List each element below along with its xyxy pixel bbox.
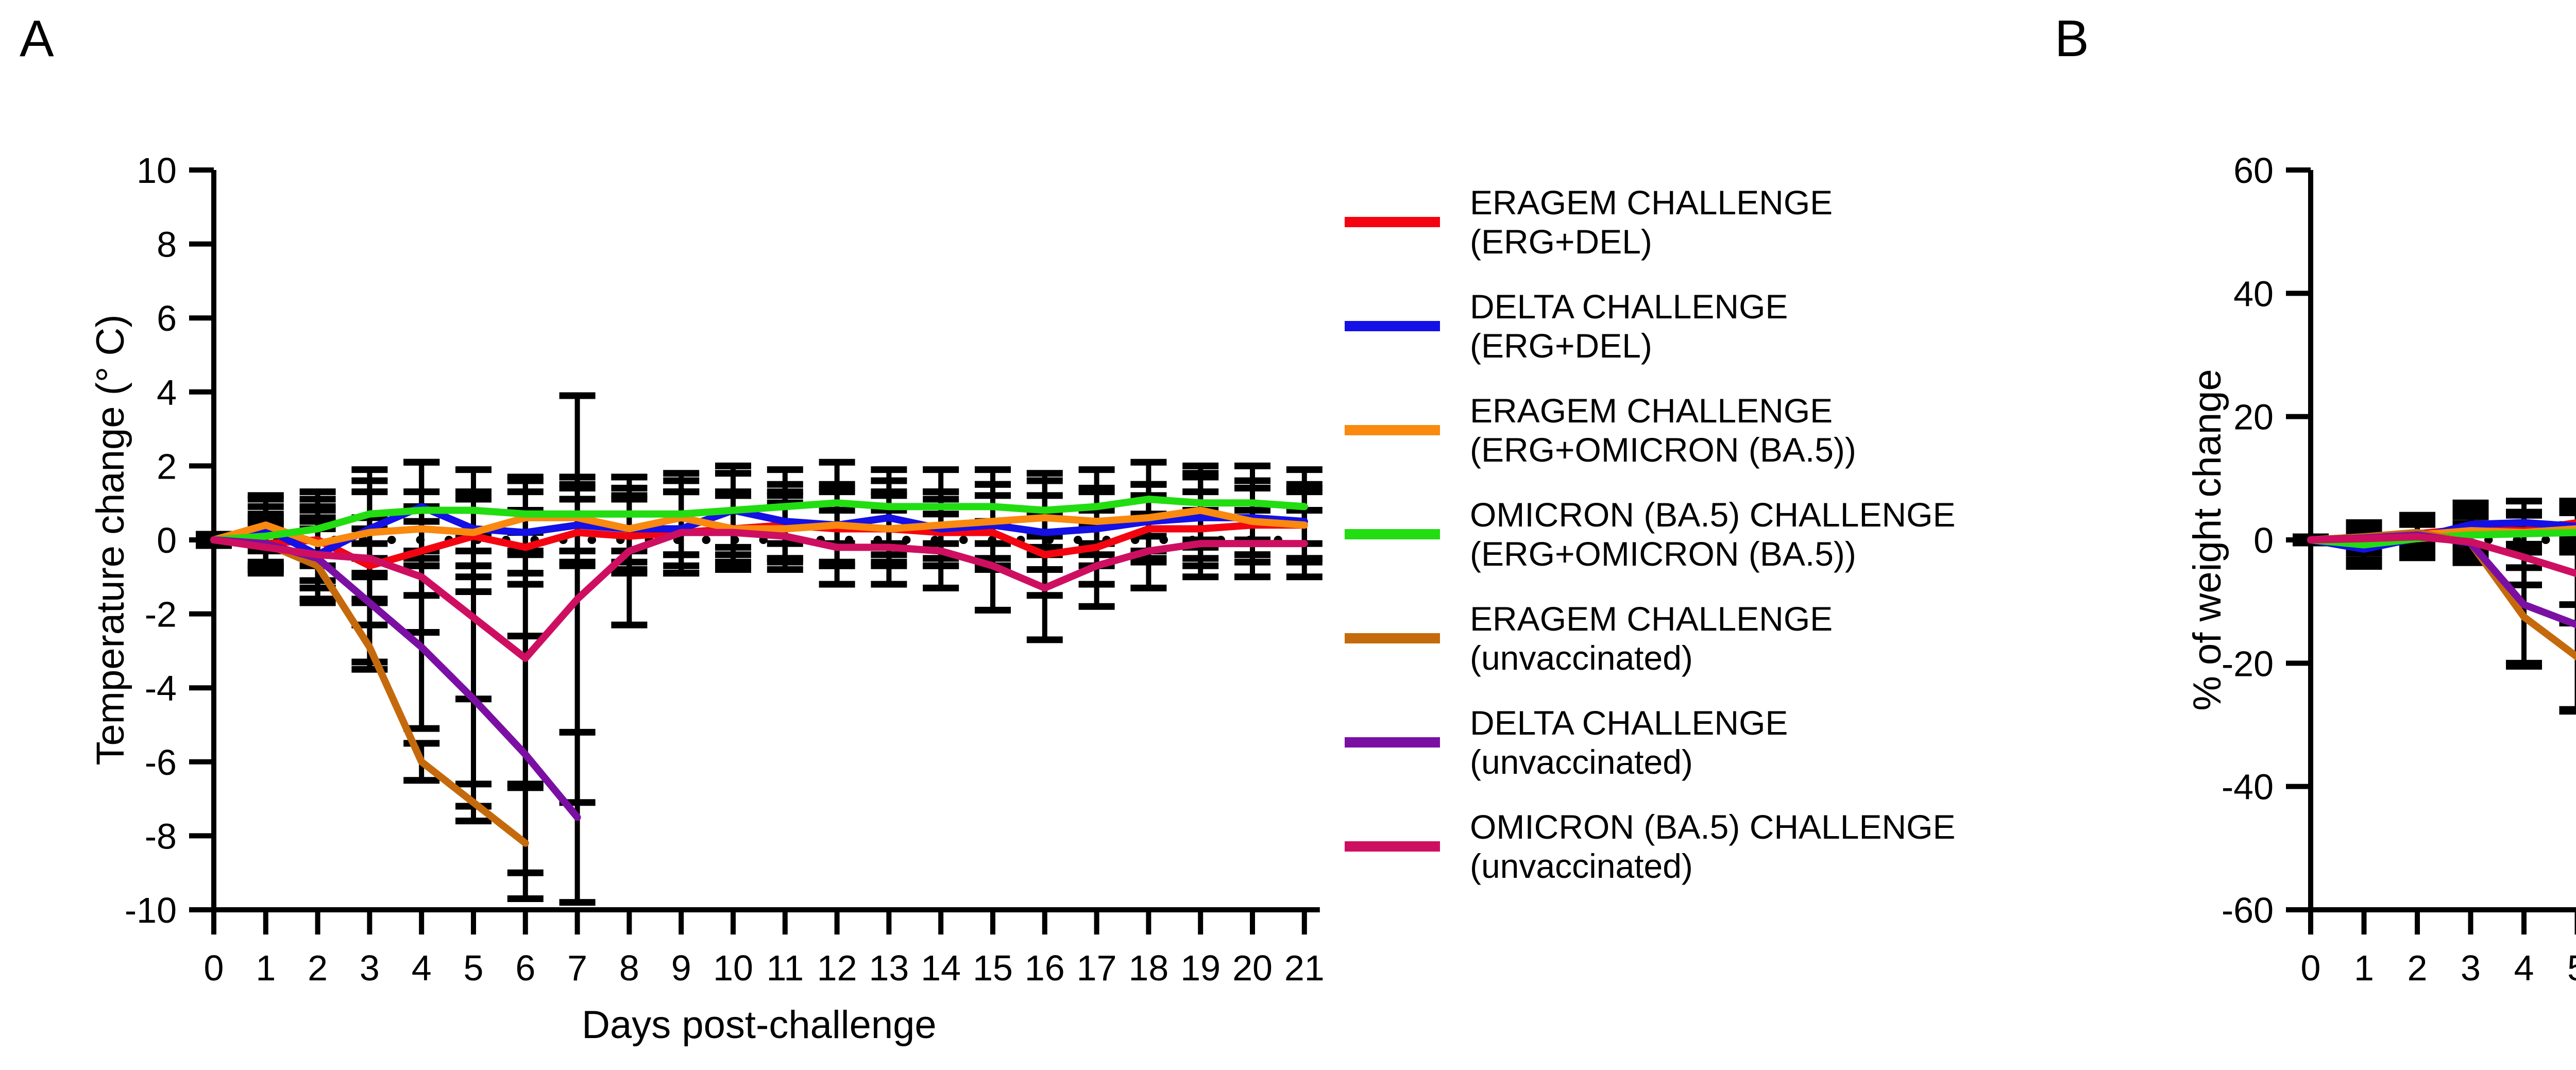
svg-text:7: 7 [567,948,587,988]
x-axis-label: Days post-challenge [582,1003,937,1047]
svg-text:10: 10 [713,948,753,988]
svg-text:4: 4 [157,372,177,413]
legend-swatch-icon [1345,529,1440,539]
svg-text:-4: -4 [145,668,177,708]
legend-entry-4: ERAGEM CHALLENGE (unvaccinated) [1345,586,1956,690]
svg-text:2: 2 [157,446,177,486]
svg-text:-8: -8 [145,816,177,856]
svg-text:0: 0 [157,520,177,561]
svg-text:11: 11 [766,948,804,988]
legend-label: DELTA CHALLENGE (unvaccinated) [1470,704,1788,781]
legend-swatch-icon [1345,841,1440,852]
svg-text:8: 8 [157,225,177,265]
legend-swatch-icon [1345,737,1440,748]
legend-entry-3: OMICRON (BA.5) CHALLENGE (ERG+OMICRON (BA… [1345,482,1956,586]
svg-text:1: 1 [2354,948,2374,988]
svg-text:17: 17 [1077,948,1117,988]
panel-label-a: A [20,10,54,67]
series-line [210,506,1308,548]
legend-swatch-icon [1345,321,1440,331]
svg-text:4: 4 [2514,948,2534,988]
svg-text:9: 9 [671,948,691,988]
svg-text:-20: -20 [2222,643,2274,684]
svg-text:0: 0 [2253,520,2274,561]
tick-labels: 6040200-20-40-60012345678910111213141516… [2222,150,2576,988]
svg-text:3: 3 [2461,948,2481,988]
svg-text:60: 60 [2233,150,2274,191]
series-line [210,496,1308,544]
svg-text:18: 18 [1128,948,1168,988]
svg-text:6: 6 [157,298,177,338]
legend-label: ERAGEM CHALLENGE (ERG+DEL) [1470,183,1833,261]
svg-text:3: 3 [360,948,380,988]
series-line [2307,519,2576,553]
y-axis-label: Temperature change (° C) [89,314,132,765]
svg-text:-10: -10 [125,890,177,930]
series-line [2307,529,2576,549]
axis-titles: Days post-challenge Temperature change (°… [89,314,937,1047]
legend-swatch-icon [1345,425,1440,435]
series-line [210,503,1308,558]
legend-swatch-icon [1345,633,1440,643]
legend-label: ERAGEM CHALLENGE (unvaccinated) [1470,600,1833,677]
legend-label: ERAGEM CHALLENGE (ERG+OMICRON (BA.5)) [1470,392,1856,469]
legend-entry-2: ERAGEM CHALLENGE (ERG+OMICRON (BA.5)) [1345,378,1956,482]
svg-text:-6: -6 [145,742,177,783]
legend-entry-5: DELTA CHALLENGE (unvaccinated) [1345,690,1956,794]
svg-text:19: 19 [1180,948,1221,988]
error-bars [2293,498,2576,715]
legend-swatch-icon [1345,217,1440,227]
svg-text:40: 40 [2233,274,2274,314]
axes [189,167,1320,935]
svg-text:14: 14 [921,948,961,988]
legend-label: OMICRON (BA.5) CHALLENGE (unvaccinated) [1470,808,1956,885]
error-bars [196,392,1323,906]
legend-label: DELTA CHALLENGE (ERG+DEL) [1470,287,1788,365]
svg-text:15: 15 [973,948,1013,988]
svg-text:2: 2 [2408,948,2428,988]
svg-text:5: 5 [2567,948,2576,988]
svg-text:-2: -2 [145,595,177,635]
y-axis-label: % of weight change [2185,369,2229,710]
legend-label: OMICRON (BA.5) CHALLENGE (ERG+OMICRON (BA… [1470,496,1956,573]
svg-text:20: 20 [1232,948,1273,988]
weight-change-chart: 6040200-20-40-60012345678910111213141516… [2185,150,2576,988]
series-line [210,529,1308,662]
svg-text:4: 4 [412,948,432,988]
svg-text:5: 5 [464,948,484,988]
svg-text:-40: -40 [2222,767,2274,807]
svg-text:16: 16 [1025,948,1065,988]
legend-entry-6: OMICRON (BA.5) CHALLENGE (unvaccinated) [1345,794,1956,898]
svg-text:10: 10 [137,150,177,191]
svg-text:13: 13 [869,948,909,988]
legend-entry-1: DELTA CHALLENGE (ERG+DEL) [1345,274,1956,378]
svg-text:0: 0 [2301,948,2321,988]
svg-text:20: 20 [2233,397,2274,437]
axis-titles: Days post-challenge% of weight change [2185,369,2229,710]
panel-label-b: B [2055,10,2089,67]
svg-text:1: 1 [256,948,276,988]
legend: ERAGEM CHALLENGE (ERG+DEL) DELTA CHALLENGE… [1345,170,1956,898]
svg-text:0: 0 [204,948,224,988]
series-line [2307,533,2576,578]
svg-text:12: 12 [817,948,857,988]
svg-text:-60: -60 [2222,890,2274,930]
legend-entry-0: ERAGEM CHALLENGE (ERG+DEL) [1345,170,1956,274]
svg-text:2: 2 [308,948,328,988]
svg-text:6: 6 [515,948,535,988]
svg-text:8: 8 [619,948,639,988]
svg-text:21: 21 [1284,948,1325,988]
